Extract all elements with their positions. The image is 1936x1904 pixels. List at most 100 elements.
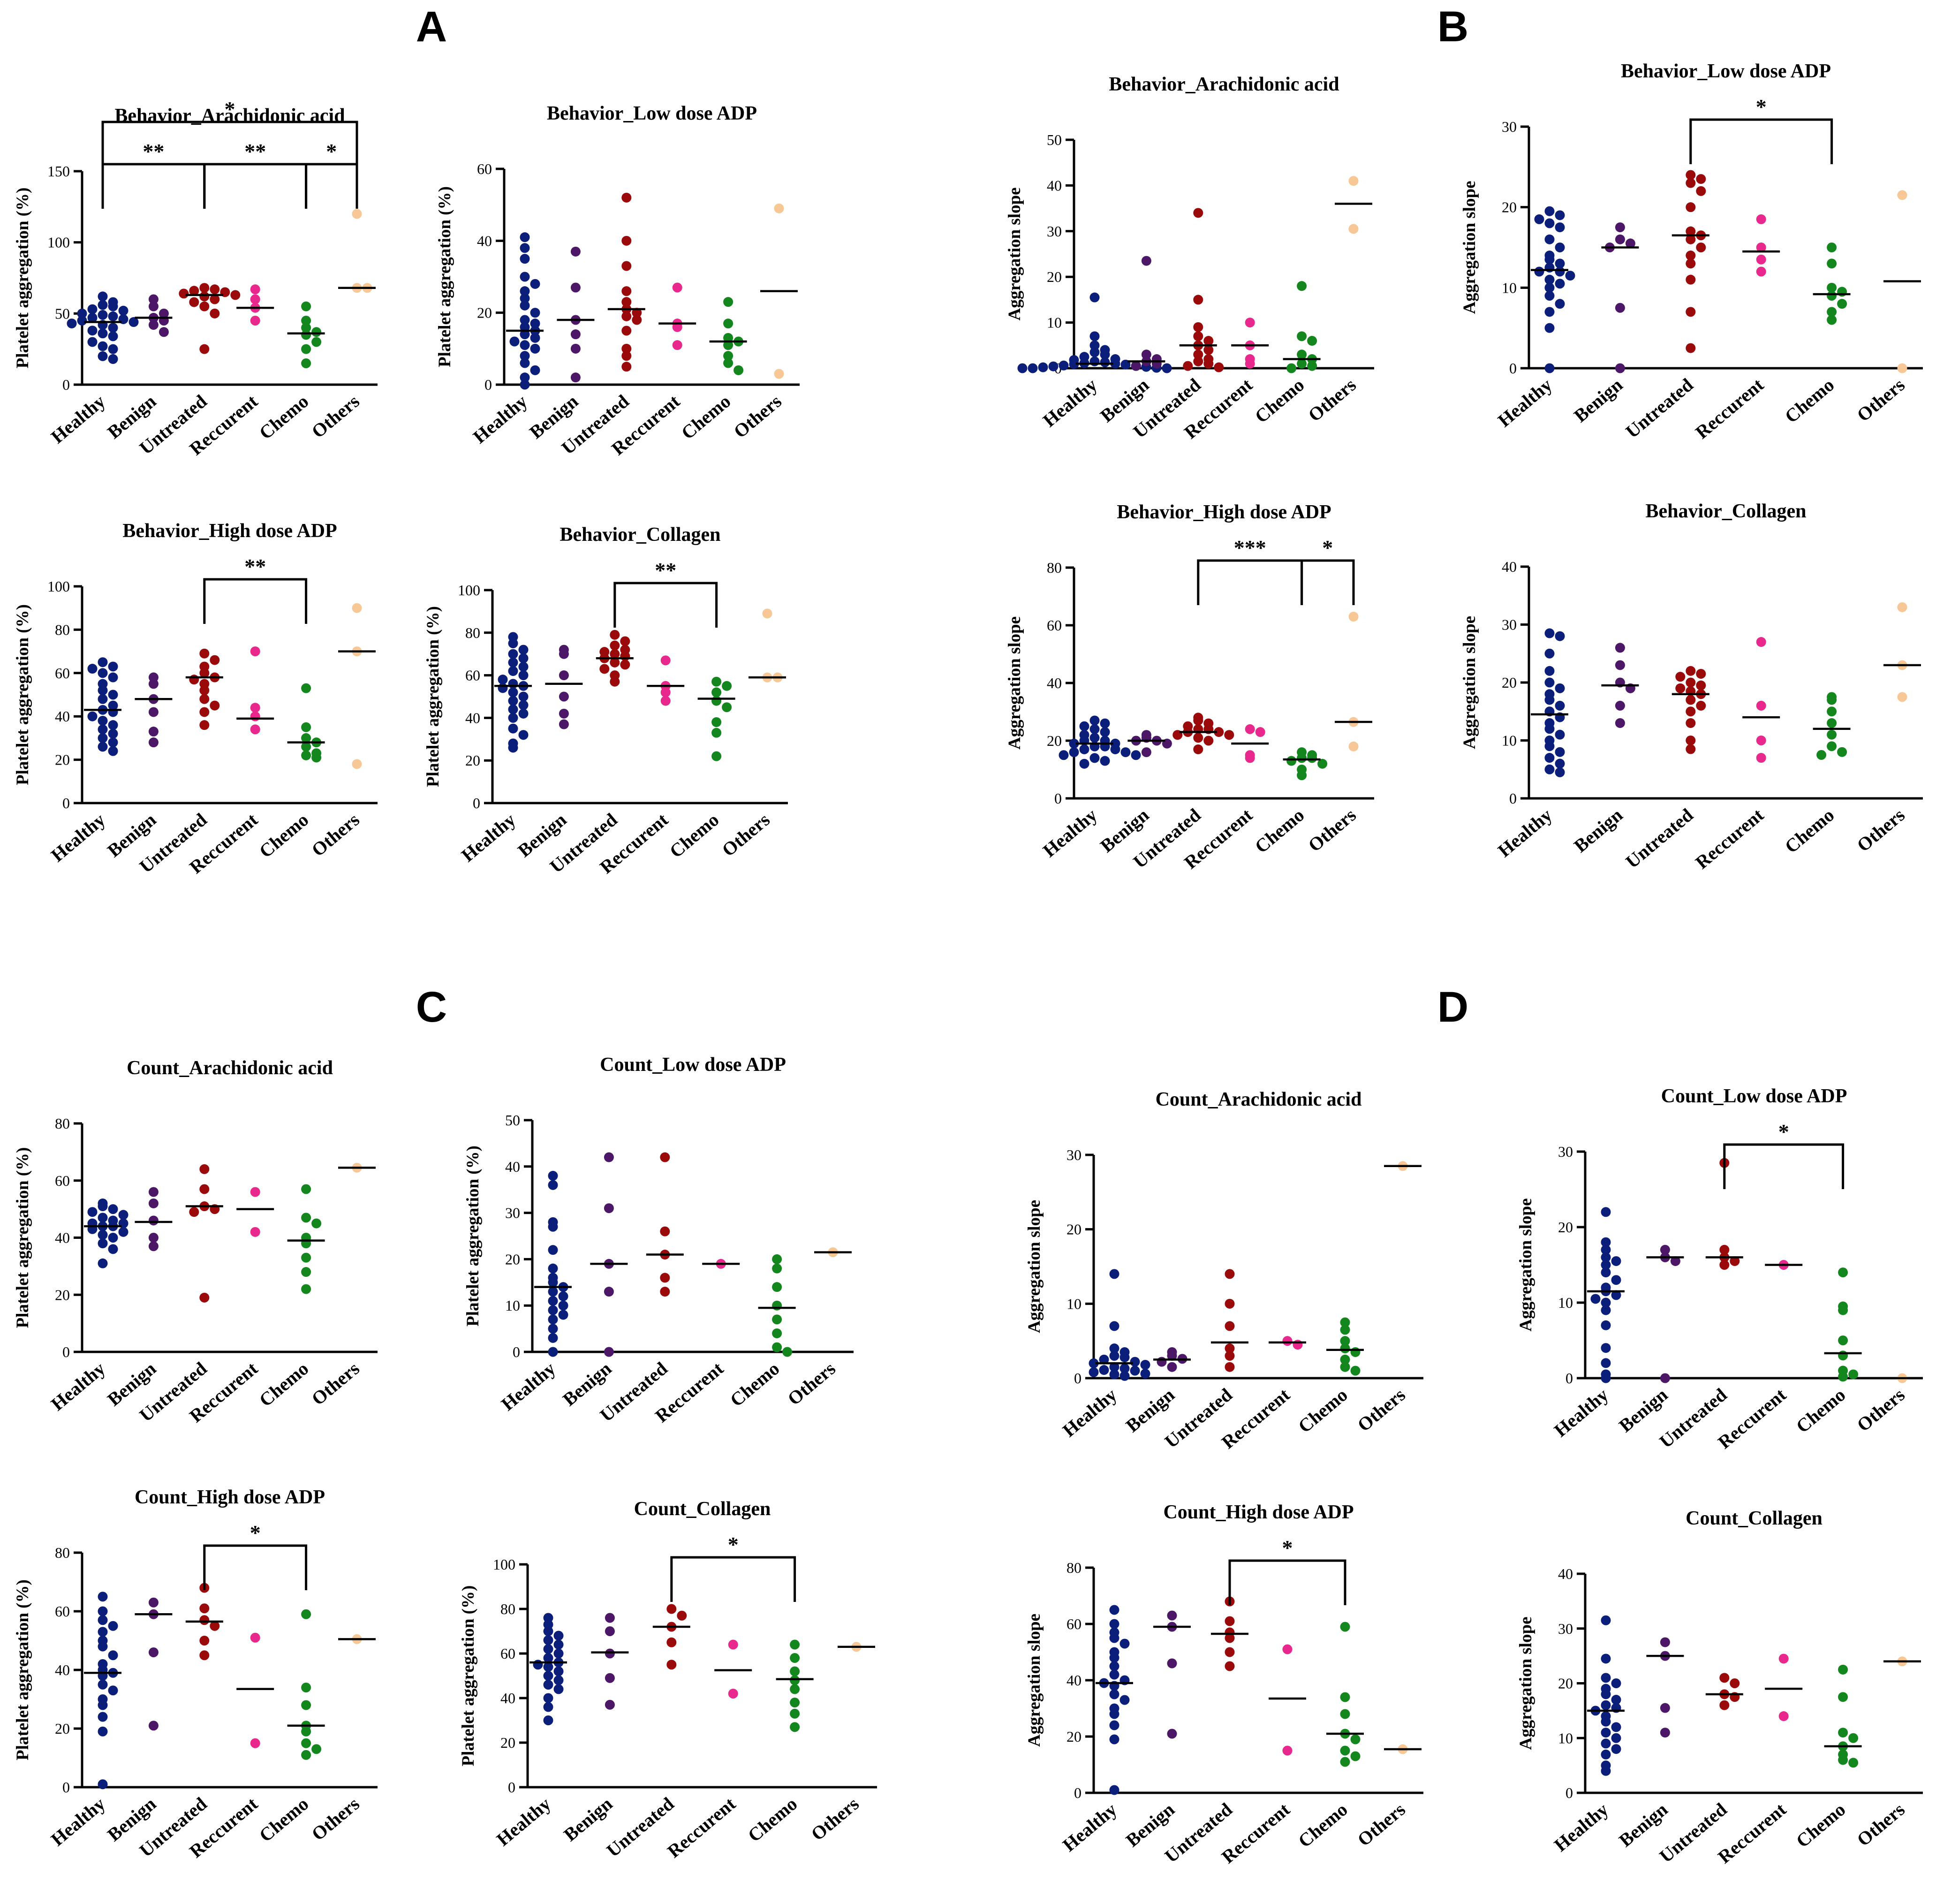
data-point: [1660, 1373, 1670, 1383]
y-tick-label: 20: [1558, 1219, 1573, 1236]
data-point: [148, 707, 159, 717]
x-tick-label: Healthy: [497, 1358, 560, 1415]
data-point: [148, 1241, 159, 1252]
data-point: [518, 708, 529, 719]
data-point: [1544, 291, 1555, 301]
data-point: [301, 1252, 311, 1263]
y-tick-label: 30: [1502, 616, 1517, 633]
data-point: [118, 305, 129, 316]
data-point: [148, 679, 159, 689]
data-point: [199, 1184, 210, 1194]
data-point: [1686, 234, 1696, 244]
data-point: [1348, 741, 1359, 751]
data-point: [548, 1245, 558, 1255]
y-tick-label: 80: [55, 1544, 70, 1561]
chart-10: Count_Low dose ADP 0 10 20 30 40 50 Platelet ag…: [463, 1054, 854, 1426]
data-point: [1297, 358, 1307, 369]
y-tick-label: 0: [1074, 1784, 1081, 1801]
data-point: [98, 1213, 108, 1223]
data-point: [1615, 234, 1625, 244]
y-tick-label: 40: [477, 232, 492, 249]
data-point: [508, 657, 518, 668]
data-point: [548, 1287, 558, 1297]
data-point: [98, 1258, 108, 1268]
data-point: [1100, 756, 1110, 766]
data-point: [1601, 1260, 1611, 1270]
data-point: [711, 728, 722, 738]
y-tick-label: 0: [1074, 1370, 1081, 1387]
data-point: [530, 319, 540, 329]
data-point: [1119, 1371, 1130, 1381]
data-point: [98, 328, 108, 339]
data-point: [1225, 1647, 1235, 1657]
chart-title: Count_Collagen: [634, 1498, 771, 1520]
data-point: [148, 727, 159, 737]
data-point: [553, 1684, 564, 1694]
data-point: [1282, 1336, 1293, 1346]
data-point: [199, 291, 210, 302]
y-tick-label: 60: [500, 1645, 515, 1662]
x-tick-label: Others: [1853, 804, 1909, 856]
chart-1: Behavior_Arachidonic acid050100150Platel…: [13, 97, 378, 459]
data-point: [1151, 358, 1162, 369]
data-point: [311, 752, 322, 763]
data-point: [199, 668, 210, 678]
data-point: [723, 358, 734, 368]
data-point: [1660, 1637, 1670, 1647]
data-point: [1059, 360, 1069, 371]
data-point: [1193, 331, 1203, 341]
data-point: [352, 603, 362, 613]
data-point: [108, 661, 118, 672]
data-point: [610, 640, 620, 651]
data-point: [352, 209, 362, 219]
x-tick-label: Others: [1853, 1384, 1909, 1435]
data-point: [1245, 724, 1255, 734]
y-tick-label: 20: [1502, 199, 1517, 216]
data-point: [1183, 361, 1193, 371]
data-point: [148, 320, 159, 330]
data-point: [1119, 1639, 1130, 1649]
data-point: [108, 720, 118, 730]
y-tick-label: 80: [465, 624, 480, 641]
data-point: [301, 301, 311, 311]
significance-bracket: [203, 163, 308, 209]
data-point: [1686, 706, 1696, 717]
data-point: [620, 660, 630, 670]
data-point: [1601, 1267, 1611, 1278]
data-point: [508, 723, 518, 734]
data-point: [599, 664, 610, 674]
data-point: [148, 1647, 159, 1657]
data-point: [87, 326, 98, 336]
data-point: [98, 1700, 108, 1710]
data-point: [548, 1180, 558, 1190]
data-point: [1827, 729, 1837, 740]
data-point: [108, 1621, 118, 1631]
data-point: [1109, 1269, 1119, 1279]
data-point: [210, 700, 220, 711]
data-point: [250, 1632, 260, 1643]
x-tick-label: Healthy: [469, 390, 531, 448]
data-point: [1601, 1320, 1611, 1330]
data-point: [711, 717, 722, 727]
data-point: [1601, 1207, 1611, 1217]
data-point: [210, 1621, 220, 1631]
data-point: [1615, 700, 1625, 711]
data-point: [1079, 721, 1089, 731]
data-point: [1089, 715, 1100, 726]
data-point: [1686, 736, 1696, 745]
data-point: [1696, 668, 1706, 679]
data-point: [1555, 222, 1565, 233]
data-point: [108, 1233, 118, 1243]
data-point: [605, 1613, 615, 1623]
chart-5: Behavior_Arachidonic acid01020304050Aggr…: [1005, 74, 1374, 443]
data-point: [553, 1631, 564, 1641]
data-point: [559, 719, 569, 729]
data-point: [1340, 1709, 1350, 1719]
data-point: [508, 713, 518, 723]
data-point: [98, 742, 108, 752]
data-point: [301, 750, 311, 760]
data-point: [1686, 250, 1696, 261]
data-point: [660, 655, 671, 666]
significance-bracket: [670, 1556, 796, 1602]
data-point: [98, 657, 108, 668]
